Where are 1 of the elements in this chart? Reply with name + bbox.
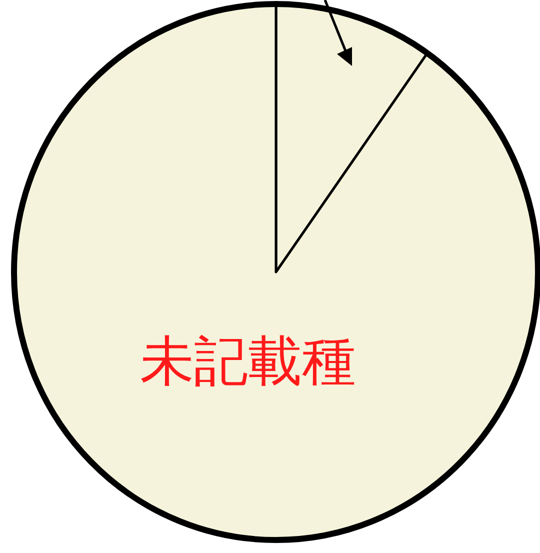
slice-label: 未記載種 — [140, 329, 356, 392]
